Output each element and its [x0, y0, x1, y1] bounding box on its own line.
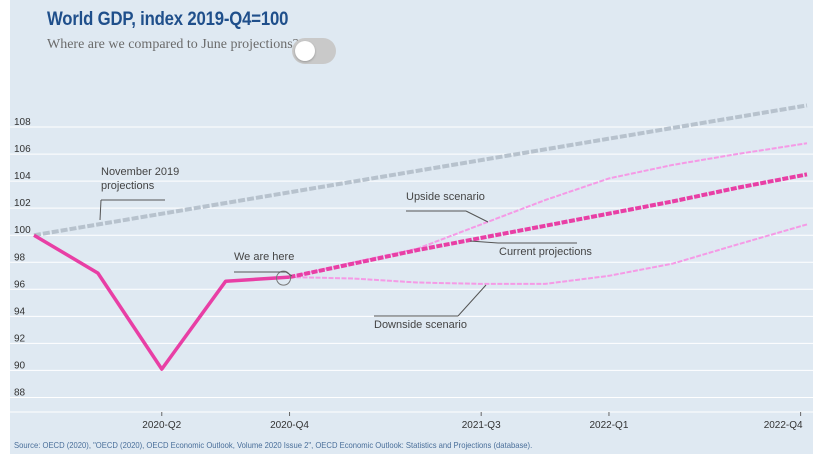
series-line-current	[289, 172, 808, 280]
y-tick-label-102: 102	[14, 198, 31, 209]
x-tick-label-2022-Q4: 2022-Q4	[764, 420, 803, 431]
annotation-text-4-0: Downside scenario	[374, 319, 467, 331]
june-comparison-toggle[interactable]	[292, 38, 336, 64]
annotation-label-2: Current projections	[499, 246, 592, 258]
x-tick-label-2021-Q3: 2021-Q3	[462, 420, 501, 431]
chart-subtitle: Where are we compared to June projection…	[47, 37, 299, 52]
y-tick-label-94: 94	[14, 306, 26, 317]
annotation-label-1: Upside scenario	[406, 191, 485, 203]
y-tick-label-100: 100	[14, 225, 31, 236]
y-tick-label-88: 88	[14, 387, 26, 398]
x-tick-label-2020-Q4: 2020-Q4	[270, 420, 309, 431]
annotation-text-3-0: We are here	[234, 251, 294, 263]
annotation-text-2-0: Current projections	[499, 246, 592, 258]
y-tick-label-104: 104	[14, 171, 31, 182]
x-tick-label-2022-Q1: 2022-Q1	[589, 420, 628, 431]
y-tick-label-96: 96	[14, 279, 26, 290]
series-line-downside	[289, 223, 808, 285]
toggle-knob	[295, 41, 315, 61]
we-are-here-marker	[276, 270, 292, 286]
annotation-label-3: We are here	[234, 251, 294, 263]
page-title: World GDP, index 2019-Q4=100	[47, 9, 289, 30]
annotation-leader-4-1	[457, 284, 487, 317]
annotation-text-0-1: projections	[101, 180, 155, 192]
annotation-label-4: Downside scenario	[374, 319, 467, 331]
y-tick-label-106: 106	[14, 144, 31, 155]
annotation-label-0: November 2019 projections	[101, 166, 179, 192]
y-tick-label-98: 98	[14, 252, 26, 263]
source-note: Source: OECD (2020), "OECD (2020), OECD …	[14, 440, 533, 450]
y-tick-label-108: 108	[14, 117, 31, 128]
annotation-leader-2-0	[469, 240, 499, 244]
annotation-text-0-0: November 2019	[101, 166, 179, 178]
y-tick-label-90: 90	[14, 360, 26, 371]
x-tick-label-2020-Q2: 2020-Q2	[142, 420, 181, 431]
series-line-november	[33, 103, 808, 238]
chart-panel	[10, 0, 813, 454]
annotation-text-1-0: Upside scenario	[406, 191, 485, 203]
annotation-leader-1-1	[465, 210, 489, 223]
series-line-actual	[33, 233, 290, 371]
annotation-leader-3-1	[285, 271, 293, 277]
annotation-leader-0-0	[99, 199, 102, 221]
y-tick-label-92: 92	[14, 333, 26, 344]
